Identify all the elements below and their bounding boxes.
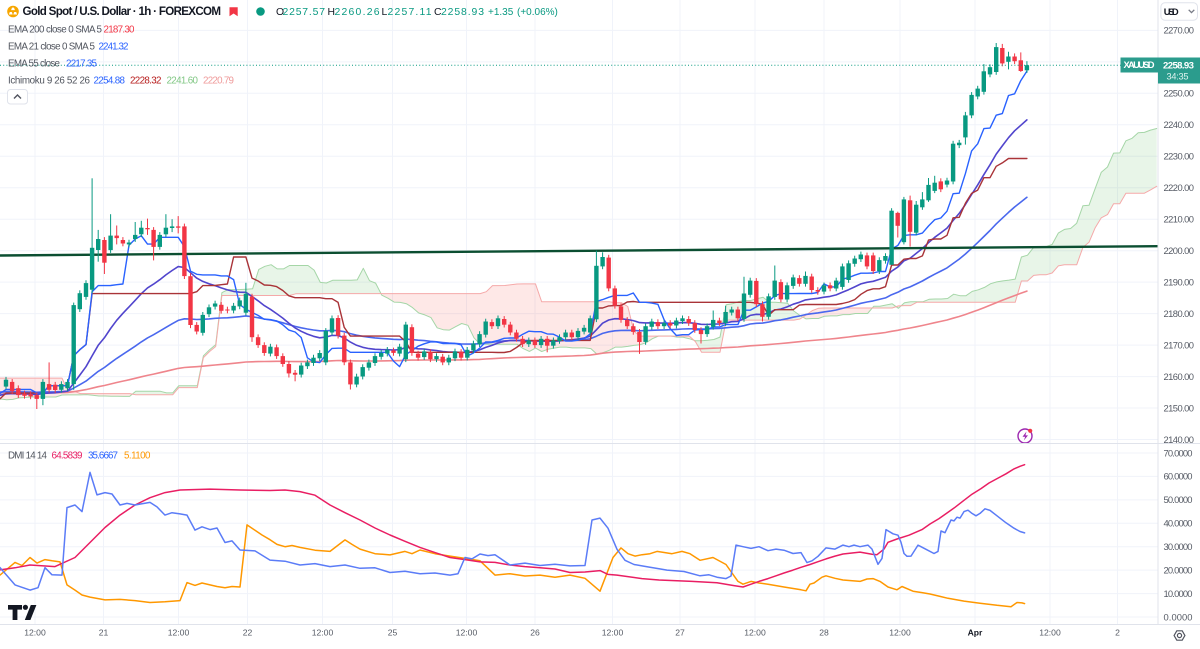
svg-text:2190.00: 2190.00 [1164, 276, 1195, 287]
svg-text:40.0000: 40.0000 [1164, 518, 1193, 529]
svg-text:2230.00: 2230.00 [1164, 151, 1195, 162]
svg-text:2254.88: 2254.88 [94, 75, 126, 86]
svg-text:EMA 21 close 0 SMA 5: EMA 21 close 0 SMA 5 [8, 41, 96, 52]
svg-text:28: 28 [819, 628, 829, 638]
svg-text:21: 21 [99, 628, 109, 638]
svg-text:35.6667: 35.6667 [88, 450, 118, 461]
svg-text:(+0.06%): (+0.06%) [517, 7, 558, 18]
svg-text:64.5839: 64.5839 [52, 450, 83, 461]
svg-text:12:00: 12:00 [889, 628, 911, 638]
svg-text:2270.00: 2270.00 [1164, 25, 1195, 36]
svg-text:DMI 14 14: DMI 14 14 [8, 450, 48, 461]
svg-text:2220.00: 2220.00 [1164, 182, 1195, 193]
svg-text:12:00: 12:00 [456, 628, 478, 638]
svg-text:25: 25 [388, 628, 398, 638]
svg-text:30.0000: 30.0000 [1164, 541, 1193, 552]
svg-text:USD: USD [1164, 6, 1179, 17]
svg-text:2180.00: 2180.00 [1164, 308, 1195, 319]
svg-text:2241.32: 2241.32 [99, 41, 129, 52]
svg-text:EMA 200 close 0 SMA 5: EMA 200 close 0 SMA 5 [8, 24, 103, 35]
svg-text:2258.93: 2258.93 [441, 7, 484, 18]
svg-text:2140.00: 2140.00 [1164, 434, 1195, 445]
svg-text:H: H [328, 7, 336, 18]
svg-text:12:00: 12:00 [744, 628, 766, 638]
svg-text:70.0000: 70.0000 [1164, 447, 1193, 458]
svg-text:L: L [382, 7, 388, 18]
svg-text:Gold Spot / U.S. Dollar · 1h ·: Gold Spot / U.S. Dollar · 1h · FOREXCOM [23, 5, 222, 18]
svg-text:22: 22 [243, 628, 253, 638]
svg-text:5.1100: 5.1100 [124, 450, 151, 461]
svg-text:2150.00: 2150.00 [1164, 402, 1195, 413]
svg-text:2187.30: 2187.30 [104, 24, 136, 35]
svg-text:12:00: 12:00 [24, 628, 46, 638]
svg-text:2160.00: 2160.00 [1164, 371, 1195, 382]
svg-text:2200.00: 2200.00 [1164, 245, 1195, 256]
svg-text:60.0000: 60.0000 [1164, 471, 1193, 482]
svg-text:2170.00: 2170.00 [1164, 339, 1195, 350]
svg-text:+1.35: +1.35 [488, 7, 514, 18]
svg-text:27: 27 [675, 628, 685, 638]
svg-text:Apr: Apr [968, 628, 983, 638]
svg-text:10.0000: 10.0000 [1164, 588, 1193, 599]
svg-text:12:00: 12:00 [602, 628, 624, 638]
svg-text:34:35: 34:35 [1167, 71, 1189, 81]
svg-text:O: O [276, 7, 284, 18]
svg-text:2241.60: 2241.60 [167, 75, 199, 86]
svg-text:2228.32: 2228.32 [130, 75, 162, 86]
svg-text:26: 26 [530, 628, 540, 638]
svg-text:2258.93: 2258.93 [1163, 60, 1194, 71]
svg-text:Ichimoku 9 26 52 26: Ichimoku 9 26 52 26 [8, 75, 91, 86]
svg-text:0.0000: 0.0000 [1164, 611, 1193, 622]
svg-text:12:00: 12:00 [1039, 628, 1061, 638]
svg-text:XAUUSD: XAUUSD [1124, 59, 1155, 70]
svg-text:2: 2 [1115, 628, 1120, 638]
svg-text:50.0000: 50.0000 [1164, 494, 1193, 505]
svg-text:12:00: 12:00 [168, 628, 190, 638]
svg-text:2250.00: 2250.00 [1164, 88, 1195, 99]
svg-text:2257.11: 2257.11 [388, 7, 432, 18]
svg-text:EMA 55 close: EMA 55 close [8, 58, 61, 69]
svg-text:12:00: 12:00 [312, 628, 334, 638]
svg-text:C: C [434, 7, 442, 18]
svg-text:2240.00: 2240.00 [1164, 119, 1195, 130]
svg-text:2210.00: 2210.00 [1164, 214, 1195, 225]
svg-text:20.0000: 20.0000 [1164, 564, 1193, 575]
svg-text:2220.79: 2220.79 [203, 75, 234, 86]
svg-text:2260.26: 2260.26 [335, 7, 380, 18]
svg-text:2217.35: 2217.35 [66, 58, 98, 69]
svg-text:2257.57: 2257.57 [283, 7, 326, 18]
